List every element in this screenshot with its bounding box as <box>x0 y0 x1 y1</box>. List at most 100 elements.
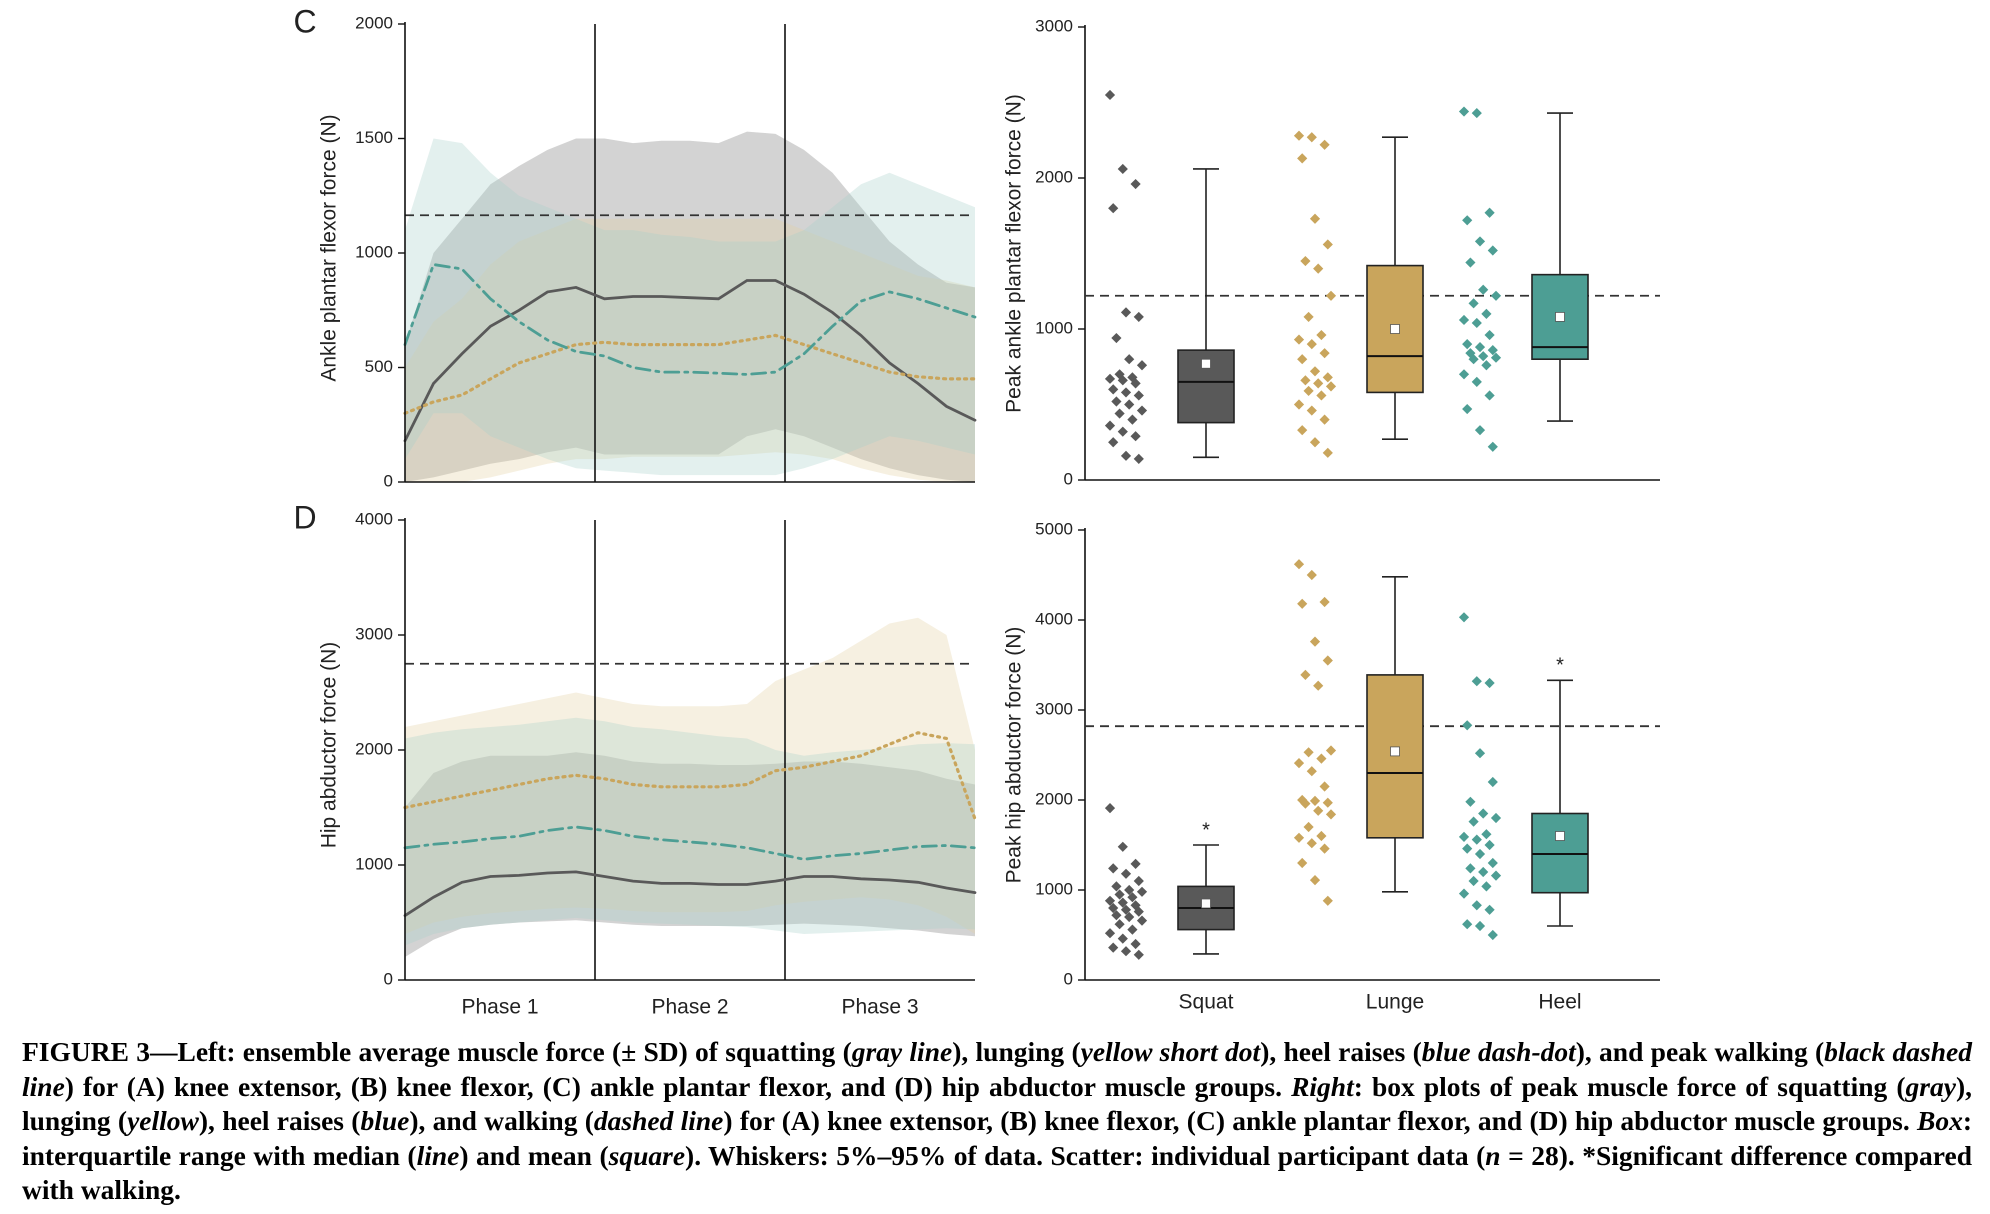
y-tick-label: 0 <box>1064 469 1073 488</box>
panel-letter: C <box>293 3 316 39</box>
scatter-point-heel <box>1462 215 1473 226</box>
scatter-point-heel <box>1484 904 1495 915</box>
scatter-point-squat <box>1108 942 1119 953</box>
scatter-point-lunge <box>1306 838 1317 849</box>
category-label-heel: Heel <box>1538 991 1581 1014</box>
scatter-point-heel <box>1471 376 1482 387</box>
scatter-point-squat <box>1124 911 1135 923</box>
scatter-point-heel <box>1484 677 1495 689</box>
box-lunge <box>1366 674 1424 839</box>
scatter-point-lunge <box>1306 569 1317 581</box>
scatter-point-heel <box>1478 808 1489 819</box>
scatter-point-lunge <box>1293 130 1305 141</box>
scatter-point-squat <box>1104 373 1116 384</box>
scatter-point-lunge <box>1325 745 1337 756</box>
scatter-point-heel <box>1481 308 1492 319</box>
scatter-point-heel <box>1468 816 1479 827</box>
y-tick-label: 1000 <box>1035 879 1073 898</box>
line-panel-d: 0 1000 2000 3000 4000 Hip abductor force (N) D <box>293 499 977 988</box>
scatter-point-lunge <box>1313 680 1324 691</box>
scatter-point-lunge <box>1293 334 1305 345</box>
scatter-point-lunge <box>1293 832 1305 843</box>
scatter-point-squat <box>1130 378 1141 389</box>
scatter-point-lunge <box>1309 366 1321 377</box>
mean-marker <box>1390 746 1400 757</box>
scatter-point-heel <box>1474 748 1486 759</box>
scatter-point-lunge <box>1303 311 1314 323</box>
scatter-point-lunge <box>1322 655 1333 666</box>
scatter-point-heel <box>1474 920 1486 932</box>
sd-band-heel <box>405 138 975 476</box>
scatter-point-squat <box>1104 89 1116 101</box>
scatter-point-lunge <box>1293 559 1305 570</box>
scatter-point-heel <box>1478 284 1489 295</box>
y-axis-label: Peak hip abductor force (N) <box>1003 627 1026 884</box>
y-tick-label: 5000 <box>1035 519 1073 538</box>
mean-marker <box>1201 898 1211 909</box>
mean-line-heel <box>403 825 977 861</box>
scatter-point-squat <box>1104 928 1116 939</box>
scatter-point-squat <box>1120 904 1132 915</box>
scatter-point-heel <box>1481 881 1492 892</box>
scatter-point-heel <box>1462 403 1473 415</box>
scatter-point-lunge <box>1313 378 1324 389</box>
scatter-point-lunge <box>1309 636 1321 647</box>
mean-marker <box>1390 324 1400 334</box>
scatter-point-heel <box>1468 875 1479 887</box>
scatter-point-heel <box>1458 369 1470 380</box>
sd-band-squat <box>405 131 975 482</box>
scatter-point-heel <box>1471 900 1482 911</box>
scatter-point-heel <box>1471 107 1482 119</box>
sd-band-lunge <box>405 218 975 482</box>
scatter-point-lunge <box>1319 843 1330 854</box>
y-tick-label: 4000 <box>355 509 393 528</box>
significance-marker: * <box>1202 819 1210 841</box>
scatter-point-heel <box>1474 342 1486 353</box>
y-tick-label: 1000 <box>355 854 393 873</box>
y-axis-label: Hip abductor force (N) <box>318 642 341 849</box>
phase-label-1: Phase 1 <box>461 996 538 1019</box>
scatter-point-squat <box>1127 414 1138 425</box>
scatter-point-heel <box>1471 834 1482 845</box>
y-axis-label: Ankle plantar flexor force (N) <box>318 114 341 381</box>
scatter-point-squat <box>1111 332 1122 344</box>
scatter-point-heel <box>1458 888 1470 899</box>
sd-band-squat <box>405 752 975 957</box>
box-panel-1: 0 1000 2000 3000 Peak ankle plantar flexor f… <box>1003 16 1660 488</box>
scatter-point-heel <box>1487 245 1498 256</box>
scatter-point-squat <box>1133 311 1144 323</box>
y-tick-label: 500 <box>365 357 393 376</box>
scatter-point-squat <box>1108 384 1119 395</box>
sd-band-lunge <box>405 617 975 934</box>
scatter-point-squat <box>1127 924 1138 935</box>
scatter-point-heel <box>1471 676 1482 687</box>
scatter-point-lunge <box>1297 857 1308 869</box>
scatter-point-lunge <box>1316 753 1327 764</box>
scatter-point-lunge <box>1322 895 1333 906</box>
scatter-point-heel <box>1478 866 1489 878</box>
scatter-point-squat <box>1130 431 1141 442</box>
scatter-point-squat <box>1133 453 1144 464</box>
scatter-point-heel <box>1462 339 1473 350</box>
scatter-point-lunge <box>1319 596 1330 608</box>
scatter-point-heel <box>1484 207 1495 218</box>
scatter-point-heel <box>1462 919 1473 930</box>
scatter-point-squat <box>1117 163 1128 175</box>
scatter-point-lunge <box>1303 385 1314 397</box>
scatter-point-lunge <box>1309 795 1321 806</box>
scatter-point-squat <box>1120 868 1132 879</box>
scatter-point-lunge <box>1293 399 1305 410</box>
scatter-point-squat <box>1120 387 1132 398</box>
phase-label-3: Phase 3 <box>841 996 918 1019</box>
scatter-point-lunge <box>1306 132 1317 143</box>
scatter-point-squat <box>1124 884 1135 896</box>
scatter-point-lunge <box>1319 139 1330 150</box>
panel-letter: D <box>293 499 316 535</box>
scatter-point-lunge <box>1319 348 1330 359</box>
scatter-point-heel <box>1481 360 1492 371</box>
scatter-point-lunge <box>1325 290 1337 301</box>
scatter-point-heel <box>1462 843 1473 854</box>
scatter-point-lunge <box>1322 372 1333 383</box>
mean-marker <box>1201 358 1211 369</box>
scatter-point-heel <box>1481 829 1492 840</box>
